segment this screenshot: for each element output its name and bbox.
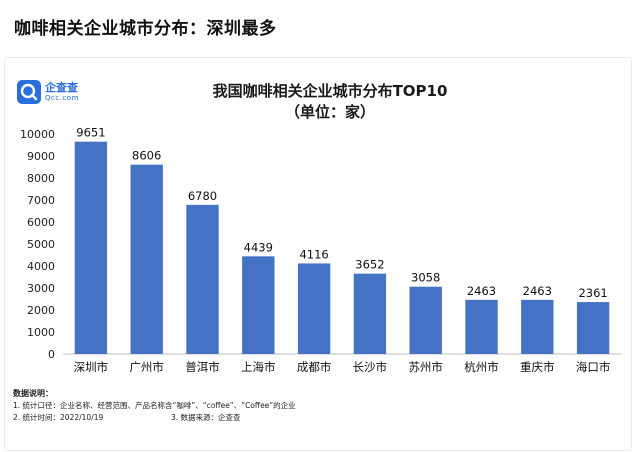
chart-title: 我国咖啡相关企业城市分布TOP10: [212, 82, 448, 100]
y-tick-label: 2000: [27, 304, 55, 317]
bar: [353, 273, 387, 354]
y-tick-label: 10000: [20, 128, 55, 141]
x-category-label: 普洱市: [185, 360, 220, 374]
bar: [186, 204, 219, 354]
y-tick-label: 1000: [27, 326, 55, 339]
y-tick-label: 5000: [27, 238, 55, 251]
x-category-label: 上海市: [241, 360, 276, 374]
x-category-label: 重庆市: [520, 360, 555, 374]
bar: [465, 299, 498, 354]
x-category-label: 海口市: [576, 360, 611, 374]
logo-name: 企查查: [45, 81, 78, 94]
bar-chart: 0 1000 2000 3000 4000 5000 6000 7000 8000 9000 100…: [20, 126, 621, 374]
bar-value-label: 4439: [244, 240, 273, 254]
chart-card: 企查查 Qcc.com 我国咖啡相关企业城市分布TOP10 （单位：家） 0 10…: [4, 57, 632, 451]
x-category-label: 成都市: [297, 360, 332, 374]
qcc-logo: 企查查 Qcc.com: [17, 80, 79, 104]
data-notes: 数据说明： 1. 统计口径：企业名称、经营范围、产品名称含“咖啡”、“coffe…: [13, 388, 296, 424]
y-tick-label: 8000: [27, 172, 55, 185]
notes-scope: 1. 统计口径：企业名称、经营范围、产品名称含“咖啡”、“coffee”、“Co…: [13, 401, 296, 410]
chart-subtitle: （单位：家）: [284, 103, 375, 121]
y-tick-label: 7000: [27, 194, 55, 207]
y-tick-label: 9000: [27, 150, 55, 163]
bar-value-label: 2463: [523, 284, 552, 298]
notes-title: 数据说明：: [13, 389, 53, 398]
logo-domain: Qcc.com: [45, 94, 79, 102]
y-tick-label: 4000: [27, 260, 55, 273]
bar-value-label: 9651: [76, 126, 105, 140]
bar-value-label: 8606: [132, 149, 161, 163]
x-category-label: 苏州市: [408, 360, 443, 374]
y-tick-label: 3000: [27, 282, 55, 295]
y-tick-label: 0: [48, 348, 55, 361]
page-headline: 咖啡相关企业城市分布：深圳最多: [14, 19, 277, 39]
bar: [521, 299, 554, 354]
bar: [576, 302, 610, 354]
bar-value-label: 3058: [411, 271, 440, 285]
bar: [409, 286, 442, 354]
notes-date: 2. 统计时间：2022/10/19: [13, 413, 104, 422]
bar: [242, 256, 275, 354]
bar-value-label: 2463: [467, 284, 496, 298]
bar: [74, 141, 108, 354]
bar-value-label: 4116: [299, 247, 328, 261]
x-category-label: 长沙市: [353, 360, 388, 374]
x-category-label: 杭州市: [464, 360, 499, 374]
bar-value-label: 3652: [355, 258, 384, 272]
y-tick-label: 6000: [27, 216, 55, 229]
notes-source: 3. 数据来源：企查查: [171, 413, 241, 422]
bar-value-label: 2361: [578, 286, 607, 300]
bar: [130, 164, 163, 354]
qcc-logo-icon: [17, 80, 41, 104]
bar: [297, 263, 331, 354]
x-category-label: 广州市: [129, 360, 164, 374]
x-category-label: 深圳市: [74, 360, 109, 374]
bar-value-label: 6780: [188, 189, 217, 203]
